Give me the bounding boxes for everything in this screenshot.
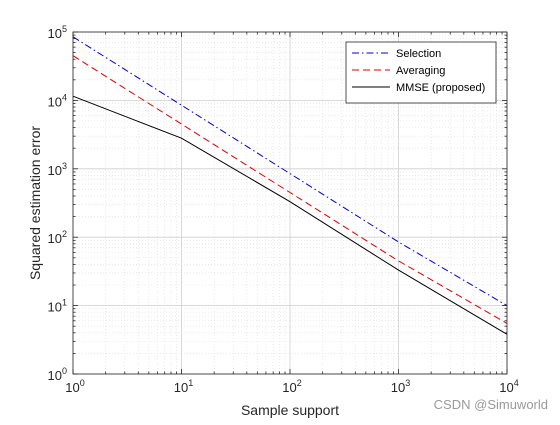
y-tick-label: 101 <box>48 298 67 315</box>
y-tick-label: 105 <box>48 24 67 41</box>
y-tick-label: 100 <box>48 366 67 383</box>
y-tick-label: 102 <box>48 229 67 246</box>
legend-label: Averaging <box>396 65 445 77</box>
series-line-selection <box>72 36 508 307</box>
x-axis-label: Sample support <box>241 402 339 418</box>
x-tick-label: 102 <box>282 378 301 395</box>
series-line-averaging <box>72 55 508 324</box>
x-tick-label: 101 <box>174 378 193 395</box>
y-tick-label: 103 <box>48 161 67 178</box>
x-tick-label: 100 <box>65 378 84 395</box>
legend: Selection Averaging MMSE (proposed) <box>345 41 497 104</box>
y-tick-label: 104 <box>48 92 67 109</box>
watermark: CSDN @Simuworld <box>433 397 548 412</box>
ticks <box>72 31 508 375</box>
legend-label: Selection <box>396 48 441 60</box>
series-line-mmse-proposed <box>72 95 508 335</box>
legend-box <box>345 41 497 104</box>
y-axis-label: Squared estimation error <box>27 126 43 280</box>
x-tick-label: 103 <box>391 378 410 395</box>
legend-label: MMSE (proposed) <box>396 82 485 94</box>
series-group <box>72 36 508 335</box>
x-tick-label: 104 <box>499 378 518 395</box>
